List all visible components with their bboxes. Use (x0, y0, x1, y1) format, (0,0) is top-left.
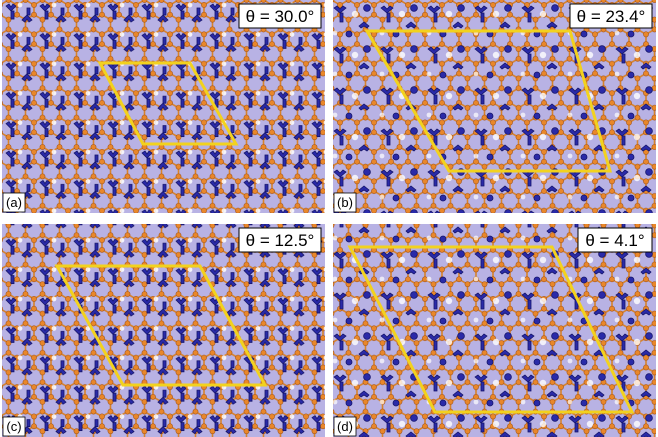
panel-label-box (333, 192, 357, 213)
charge-density (2, 224, 325, 437)
panel-label: (c) (6, 419, 21, 434)
charge-density (333, 0, 656, 213)
angle-label: θ = 30.0° (246, 7, 315, 26)
angle-box (577, 227, 653, 253)
charge-density (2, 0, 325, 213)
angle-label: θ = 12.5° (246, 231, 315, 250)
panel-label: (d) (337, 419, 353, 434)
panel-label-box (333, 416, 357, 437)
angle-label: θ = 23.4° (577, 7, 646, 26)
panel-label-box (2, 192, 26, 213)
panel: θ = 12.5° (c) (2, 224, 325, 437)
unit-cell (364, 29, 612, 173)
panel: θ = 30.0° (a) (2, 0, 325, 213)
unit-cell (97, 61, 239, 146)
panel-label-box (2, 416, 26, 437)
angle-box (238, 227, 322, 253)
unit-cell (347, 245, 635, 414)
panel: θ = 23.4° (b) (333, 0, 656, 213)
unit-cell (54, 264, 268, 387)
panel: θ = 4.1° (d) (333, 224, 656, 437)
angle-box (238, 3, 322, 29)
panel-label: (a) (6, 195, 22, 210)
angle-box (569, 3, 653, 29)
panel-label: (b) (337, 195, 353, 210)
charge-density (333, 224, 656, 437)
angle-label: θ = 4.1° (585, 231, 644, 250)
